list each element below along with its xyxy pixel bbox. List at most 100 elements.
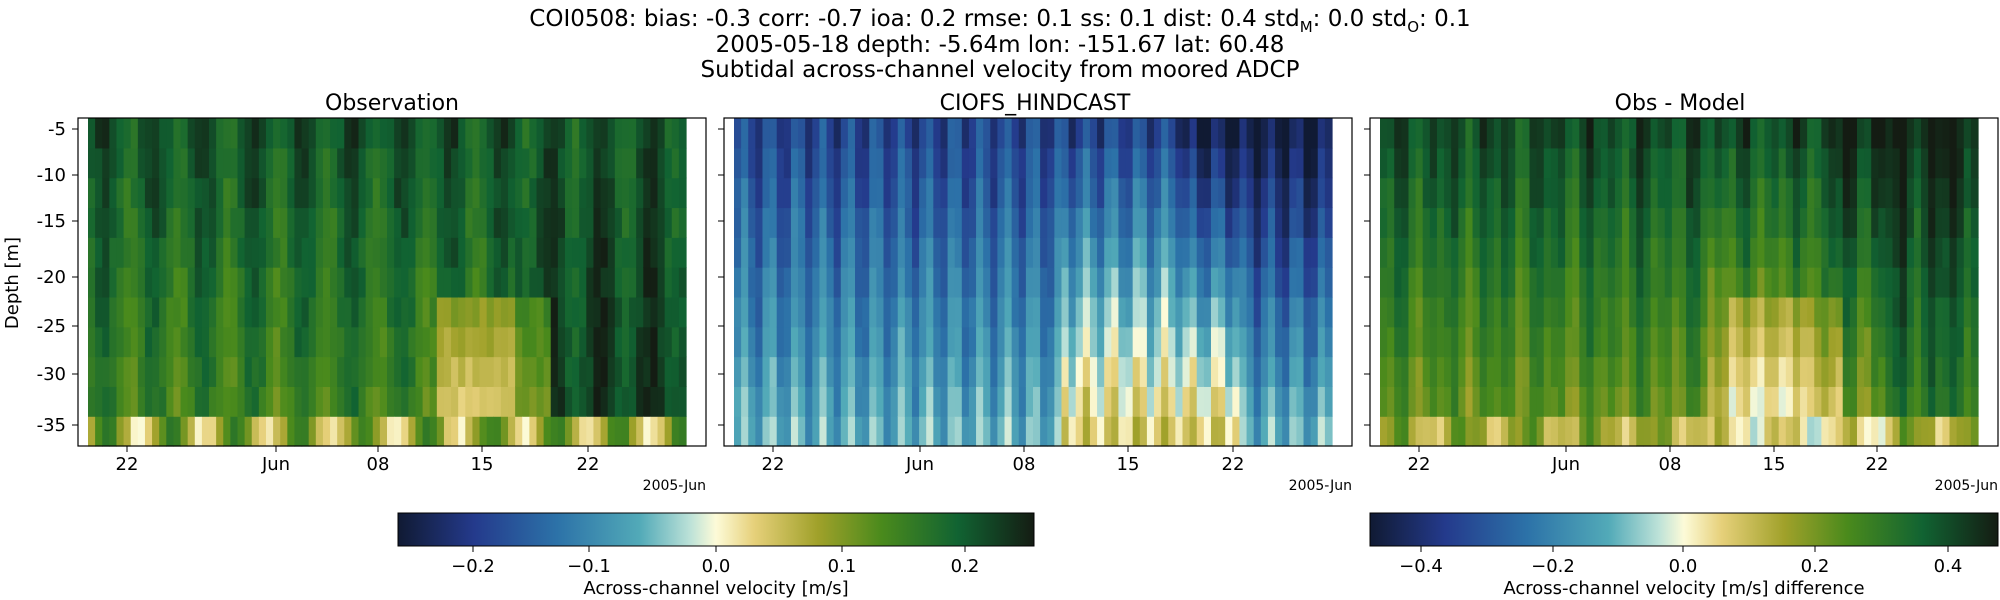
heatmap-cell	[1636, 177, 1645, 209]
heatmap-cell	[1317, 267, 1326, 298]
heatmap-cell	[636, 147, 644, 179]
heatmap-cell	[294, 177, 303, 209]
heatmap-cell	[812, 416, 821, 447]
heatmap-cell	[1472, 326, 1481, 358]
heatmap-cell	[443, 147, 452, 179]
heatmap-cell	[919, 326, 927, 358]
heatmap-cell	[1814, 416, 1822, 447]
heatmap-cell	[244, 237, 253, 268]
heatmap-cell	[636, 416, 644, 447]
heatmap-cell	[287, 177, 296, 209]
heatmap-cell	[294, 118, 303, 149]
colorbar-tick-label: −0.2	[1531, 556, 1575, 577]
heatmap-cell	[1161, 177, 1169, 209]
heatmap-cell	[1317, 147, 1326, 179]
heatmap-cell	[443, 207, 452, 238]
heatmap-cell	[1422, 386, 1431, 417]
heatmap-cell	[187, 386, 196, 417]
heatmap-cell	[1650, 386, 1659, 417]
heatmap-cell	[543, 237, 552, 268]
heatmap-cell	[1296, 147, 1305, 179]
heatmap-cell	[607, 177, 616, 209]
heatmap-cell	[621, 296, 630, 328]
heatmap-cell	[1089, 386, 1098, 417]
heatmap-cell	[1168, 207, 1176, 238]
heatmap-cell	[769, 296, 778, 328]
heatmap-cell	[1246, 177, 1255, 209]
heatmap-cell	[330, 356, 338, 387]
heatmap-cell	[1650, 207, 1659, 238]
heatmap-cell	[1267, 237, 1276, 268]
heatmap-cell	[1182, 237, 1191, 268]
heatmap-cell	[1864, 386, 1872, 417]
heatmap-cell	[1310, 416, 1319, 447]
heatmap-cell	[508, 118, 516, 149]
heatmap-cell	[904, 118, 913, 149]
heatmap-cell	[408, 386, 417, 417]
heatmap-cell	[1139, 296, 1148, 328]
heatmap-cell	[862, 356, 870, 387]
heatmap-cell	[1154, 267, 1162, 298]
heatmap-cell	[629, 118, 637, 149]
heatmap-cell	[1785, 356, 1794, 387]
heatmap-cell	[223, 416, 231, 447]
heatmap-cell	[572, 386, 580, 417]
heatmap-cell	[790, 296, 799, 328]
heatmap-cell	[1714, 118, 1723, 149]
heatmap-cell	[1175, 207, 1184, 238]
heatmap-cell	[783, 296, 792, 328]
heatmap-cell	[201, 326, 210, 358]
heatmap-cell	[1068, 326, 1077, 358]
heatmap-cell	[159, 356, 167, 387]
heatmap-cell	[1146, 326, 1155, 358]
heatmap-cell	[1458, 326, 1467, 358]
heatmap-cell	[1800, 326, 1808, 358]
heatmap-cell	[152, 416, 160, 447]
heatmap-cell	[1515, 147, 1523, 179]
heatmap-cell	[1253, 356, 1262, 387]
heatmap-cell	[1451, 356, 1459, 387]
heatmap-cell	[1892, 296, 1901, 328]
heatmap-cell	[947, 147, 956, 179]
heatmap-cell	[1700, 267, 1709, 298]
heatmap-cell	[522, 118, 530, 149]
heatmap-cell	[1508, 177, 1516, 209]
heatmap-cell	[1878, 416, 1887, 447]
heatmap-cell	[1529, 296, 1538, 328]
heatmap-cell	[1401, 326, 1410, 358]
heatmap-cell	[1472, 416, 1481, 447]
heatmap-cell	[344, 326, 353, 358]
heatmap-cell	[451, 237, 459, 268]
heatmap-cell	[358, 207, 367, 238]
heatmap-cell	[1657, 386, 1666, 417]
heatmap-cell	[1267, 177, 1276, 209]
heatmap-cell	[1033, 147, 1041, 179]
heatmap-cell	[1899, 416, 1908, 447]
heatmap-cell	[1800, 386, 1808, 417]
heatmap-cell	[344, 237, 353, 268]
heatmap-cell	[1239, 386, 1248, 417]
heatmap-cell	[990, 296, 999, 328]
heatmap-cell	[1956, 207, 1965, 238]
heatmap-cell	[1508, 237, 1516, 268]
heatmap-cell	[1125, 386, 1134, 417]
heatmap-cell	[954, 207, 963, 238]
heatmap-cell	[876, 296, 885, 328]
heatmap-cell	[251, 207, 260, 238]
heatmap-cell	[301, 416, 310, 447]
heatmap-cell	[372, 207, 381, 238]
heatmap-cell	[1210, 416, 1219, 447]
heatmap-cell	[826, 177, 835, 209]
heatmap-cell	[1565, 356, 1573, 387]
heatmap-cell	[755, 267, 764, 298]
heatmap-cell	[209, 386, 217, 417]
heatmap-cell	[755, 118, 764, 149]
heatmap-cell	[1408, 386, 1417, 417]
heatmap-cell	[194, 118, 203, 149]
heatmap-cell	[1011, 118, 1020, 149]
heatmap-cell	[1792, 237, 1801, 268]
suptitle-line-3: Subtidal across-channel velocity from mo…	[701, 57, 1300, 83]
heatmap-cell	[1913, 207, 1922, 238]
heatmap-cell	[1232, 296, 1241, 328]
heatmap-cell	[173, 326, 182, 358]
